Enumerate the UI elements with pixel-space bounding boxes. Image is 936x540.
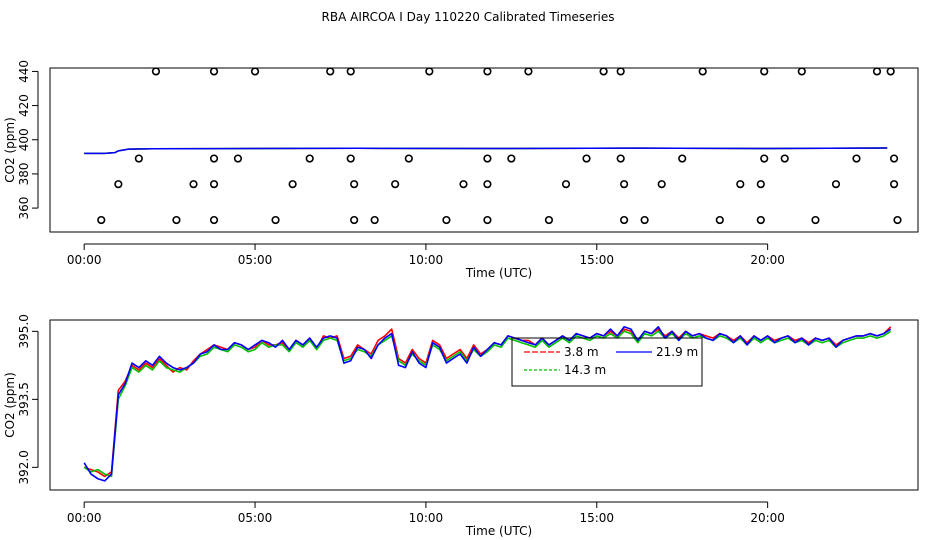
data-point-marker [760,154,769,163]
data-point-marker [404,154,413,163]
data-point-marker [233,154,243,163]
data-point-marker [350,215,359,225]
data-point-marker [756,215,765,225]
plot-frame [49,319,919,491]
legend-label: 3.8 m [564,345,599,359]
data-point-marker [760,67,769,76]
data-point-marker [425,67,434,76]
data-point-marker [114,180,123,189]
data-point-marker [756,180,765,189]
data-point-marker [370,215,379,225]
data-point-marker [271,215,280,225]
x-axis-label: Time (UTC) [465,524,532,538]
data-point-marker [657,180,666,189]
data-point-marker [209,180,219,189]
data-point-marker [459,180,468,189]
data-point-marker [346,67,355,76]
x-tick-label: 00:00 [67,253,102,267]
data-point-marker [561,180,571,189]
y-axis-label: CO2 (ppm) [3,372,17,438]
legend-box [511,337,703,387]
data-point-marker [616,154,625,163]
data-point-marker [134,154,143,163]
data-point-marker [151,67,161,76]
data-point-marker [831,180,841,189]
data-point-marker [97,215,106,225]
data-point-marker [209,215,219,225]
data-point-marker [305,154,314,163]
y-axis-label: CO2 (ppm) [3,117,17,183]
data-point-marker [797,67,806,76]
data-point-marker [872,67,882,76]
data-point-marker [209,67,219,76]
x-tick-label: 00:00 [67,511,102,525]
y-tick-label: 392.0 [17,450,31,484]
x-tick-label: 05:00 [238,253,273,267]
data-point-marker [893,215,902,225]
legend-label: 14.3 m [564,363,606,377]
data-point-marker [209,154,219,163]
data-point-marker [483,67,492,76]
y-tick-label: 440 [17,60,31,83]
data-point-marker [544,215,554,225]
plot-frame [49,67,919,233]
x-tick-label: 20:00 [750,511,785,525]
data-point-marker [599,67,608,76]
data-point-marker [442,215,451,225]
data-point-marker [288,180,297,189]
data-point-marker [715,215,724,225]
data-point-marker [346,154,355,163]
y-tick-label: 380 [17,162,31,185]
data-point-marker [811,215,820,225]
x-tick-label: 20:00 [750,253,785,267]
data-point-marker [698,67,707,76]
data-point-marker [483,180,492,189]
data-point-marker [507,154,516,163]
data-point-marker [889,154,899,163]
data-point-marker [189,180,198,189]
bottom-panel: 00:00 05:00 10:00 15:00 20:00 Time (UTC) 392.0… [3,314,919,538]
data-point-marker [582,154,591,163]
y-tick-label: 395.0 [17,314,31,348]
legend-label: 21.9 m [656,345,698,359]
y-tick-label: 420 [17,94,31,117]
x-tick-label: 05:00 [238,511,273,525]
data-point-marker [483,215,492,225]
data-point-marker [250,67,260,76]
data-point-marker [326,67,335,76]
data-point-marker [391,180,400,189]
y-tick-label: 400 [17,128,31,151]
top-panel: 00:00 05:00 10:00 15:00 20:00 Time (UTC) 360 38… [3,60,919,280]
data-point-marker [616,67,625,76]
x-tick-label: 10:00 [409,511,444,525]
data-point-marker [620,215,629,225]
data-point-marker [780,154,789,163]
data-point-marker [678,154,687,163]
series-line [84,147,888,155]
data-point-marker [736,180,745,189]
x-tick-label: 15:00 [579,253,614,267]
y-tick-label: 393.5 [17,382,31,416]
data-point-marker [852,154,861,163]
data-point-marker [640,215,649,225]
figure-title: RBA AIRCOA I Day 110220 Calibrated Times… [322,10,615,24]
data-point-marker [889,180,899,189]
y-tick-label: 360 [17,197,31,220]
data-point-marker [620,180,629,189]
series-line [83,325,892,482]
data-point-marker [350,180,359,189]
x-axis-label: Time (UTC) [465,266,532,280]
x-tick-label: 10:00 [409,253,444,267]
data-point-marker [483,154,492,163]
data-point-marker [886,67,895,76]
x-tick-label: 15:00 [579,511,614,525]
data-point-marker [172,215,181,225]
data-point-marker [524,67,533,76]
